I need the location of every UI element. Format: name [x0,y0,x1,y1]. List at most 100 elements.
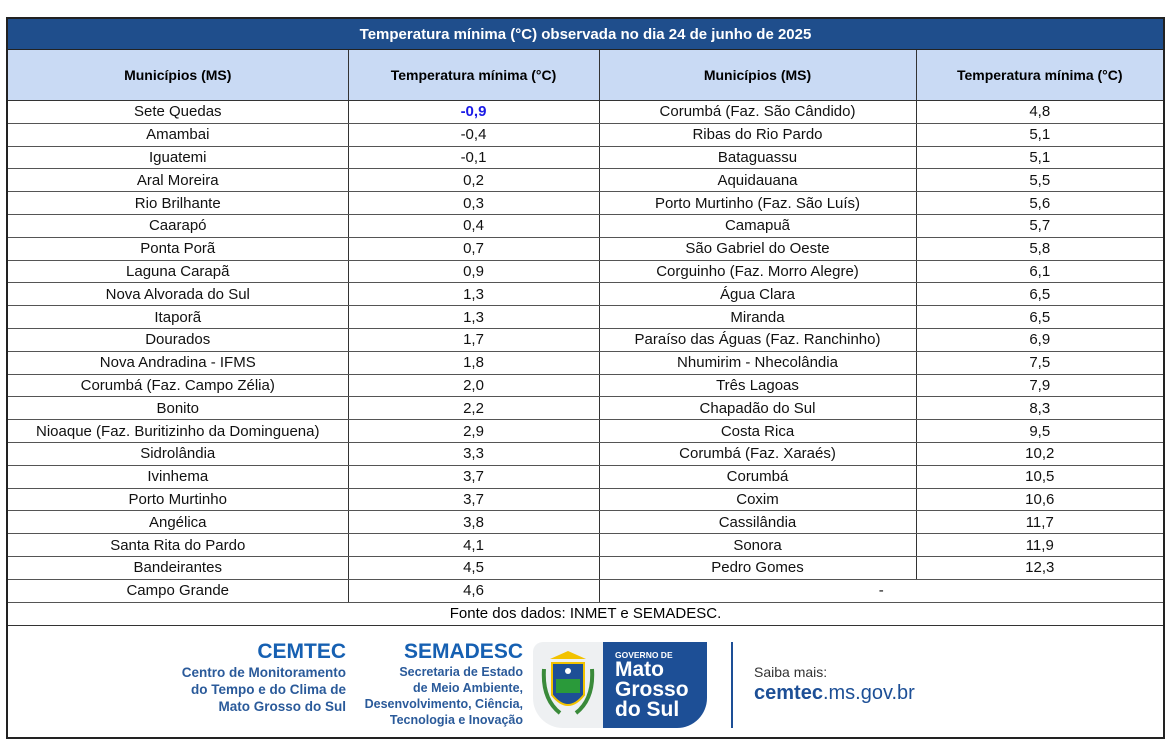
temperature-cell: 2,0 [347,374,600,398]
temperature-cell: 4,6 [347,579,600,603]
temperature-cell: 3,7 [347,488,600,512]
temperature-cell: 4,8 [915,100,1163,124]
municipality-cell: Nioaque (Faz. Buritizinho da Dominguena) [8,419,349,443]
municipality-cell: Amambai [8,123,349,147]
municipality-cell: Campo Grande [8,579,349,603]
municipality-cell: Sonora [598,533,917,557]
temperature-cell: 12,3 [915,556,1163,580]
table-row: Laguna Carapã 0,9 Corguinho (Faz. Morro Al… [8,260,1163,284]
temperature-table: Municípios (MS) Temperatura mínima (°C) … [8,50,1163,603]
temperature-cell: 5,1 [915,146,1163,170]
temperature-cell: 8,3 [915,396,1163,421]
gov-line: do Sul [615,697,680,721]
municipality-cell: - [598,579,1163,603]
temperature-cell: 5,5 [915,168,1163,193]
temperature-cell: 3,8 [347,510,600,535]
table-row: Dourados 1,7 Paraíso das Águas (Faz. Ranch… [8,328,1163,352]
municipality-cell: Ribas do Rio Pardo [598,123,917,147]
temperature-cell: 6,5 [915,305,1163,329]
municipality-cell: Miranda [598,305,917,329]
temperature-cell: 3,3 [347,442,600,466]
temperature-cell: 5,1 [915,123,1163,147]
temperature-cell: 6,5 [915,282,1163,307]
municipality-cell: Laguna Carapã [8,260,349,284]
temperature-cell: 0,9 [347,260,600,284]
cemtec-line: Mato Grosso do Sul [218,698,346,714]
table-row: Rio Brilhante 0,3 Porto Murtinho (Faz. São… [8,191,1163,215]
temperature-cell: 6,9 [915,328,1163,352]
temperature-cell: 5,6 [915,191,1163,215]
municipality-cell: Bataguassu [598,146,917,170]
municipality-cell: Ivinhema [8,465,349,489]
municipality-cell: Iguatemi [8,146,349,170]
temperature-cell: 1,8 [347,351,600,375]
cemtec-logo: CEMTEC Centro de Monitoramento do Tempo … [158,640,346,715]
municipality-cell: Nova Andradina - IFMS [8,351,349,375]
municipality-cell: Ponta Porã [8,237,349,261]
municipality-cell: Porto Murtinho (Faz. São Luís) [598,191,917,215]
temperature-cell: -0,9 [347,100,600,124]
municipality-cell: Pedro Gomes [598,556,917,580]
temperature-cell: 11,7 [915,510,1163,535]
semadesc-line: Desenvolvimento, Ciência, [364,696,523,711]
cemtec-title: CEMTEC [257,639,346,663]
municipality-cell: Sidrolândia [8,442,349,466]
table-row: Campo Grande 4,6- [8,579,1163,603]
municipality-cell: Chapadão do Sul [598,396,917,421]
municipality-cell: Corumbá (Faz. Xaraés) [598,442,917,466]
municipality-cell: Corumbá (Faz. Campo Zélia) [8,374,349,398]
table-row: Nioaque (Faz. Buritizinho da Dominguena)… [8,419,1163,443]
gov-line: Mato [615,657,664,681]
municipality-cell: Santa Rita do Pardo [8,533,349,557]
table-row: Nova Alvorada do Sul 1,3 Água Clara 6,5 [8,282,1163,307]
gov-label: GOVERNO DE [615,649,673,660]
temperature-cell: 5,7 [915,214,1163,238]
cemtec-line: do Tempo e do Clima de [190,681,346,697]
website-link[interactable]: cemtec.ms.gov.br [754,682,915,705]
table-row: Ponta Porã 0,7 São Gabriel do Oeste 5,8 [8,237,1163,261]
municipality-cell: Coxim [598,488,917,512]
table-row: Santa Rita do Pardo 4,1 Sonora 11,9 [8,533,1163,557]
temperature-cell: 9,5 [915,419,1163,443]
col-header-municipality: Municípios (MS) [8,50,349,101]
temperature-cell: 4,1 [347,533,600,557]
data-source: Fonte dos dados: INMET e SEMADESC. [8,603,1163,626]
table-row: Corumbá (Faz. Campo Zélia) 2,0 Três Lagoas… [8,374,1163,398]
logo-footer: CEMTEC Centro de Monitoramento do Tempo … [8,626,1163,740]
table-row: Angélica 3,8 Cassilândia 11,7 [8,510,1163,535]
table-row: Aral Moreira 0,2 Aquidauana 5,5 [8,168,1163,193]
table-row: Amambai -0,4 Ribas do Rio Pardo 5,1 [8,123,1163,147]
municipality-cell: Nhumirim - Nhecolândia [598,351,917,375]
semadesc-title: SEMADESC [403,639,523,663]
municipality-cell: Água Clara [598,282,917,307]
temperature-cell: 5,8 [915,237,1163,261]
temperature-cell: 2,2 [347,396,600,421]
temperature-cell: 7,9 [915,374,1163,398]
municipality-cell: Paraíso das Águas (Faz. Ranchinho) [598,328,917,352]
semadesc-line: Secretaria de Estado [399,664,523,679]
col-header-temperature: Temperatura mínima (°C) [915,50,1163,101]
semadesc-logo: SEMADESC Secretaria de Estado de Meio Am… [353,640,523,728]
municipality-cell: Aquidauana [598,168,917,193]
semadesc-line: Tecnologia e Inovação [389,712,523,727]
temperature-cell: 1,3 [347,305,600,329]
gov-line: Grosso [615,677,689,701]
temperature-cell: 4,5 [347,556,600,580]
municipality-cell: Angélica [8,510,349,535]
cemtec-line: Centro de Monitoramento [181,664,346,680]
temperature-cell: 2,9 [347,419,600,443]
municipality-cell: Porto Murtinho [8,488,349,512]
temperature-cell: 6,1 [915,260,1163,284]
temperature-cell: 1,7 [347,328,600,352]
municipality-cell: Dourados [8,328,349,352]
municipality-cell: Nova Alvorada do Sul [8,282,349,307]
municipality-cell: Camapuã [598,214,917,238]
state-coat-of-arms-icon [533,641,603,728]
temperature-report: Temperatura mínima (°C) observada no dia… [6,17,1165,739]
divider [731,641,733,728]
municipality-cell: Bandeirantes [8,556,349,580]
temperature-cell: 11,9 [915,533,1163,557]
municipality-cell: Três Lagoas [598,374,917,398]
municipality-cell: Aral Moreira [8,168,349,193]
temperature-cell: 0,3 [347,191,600,215]
